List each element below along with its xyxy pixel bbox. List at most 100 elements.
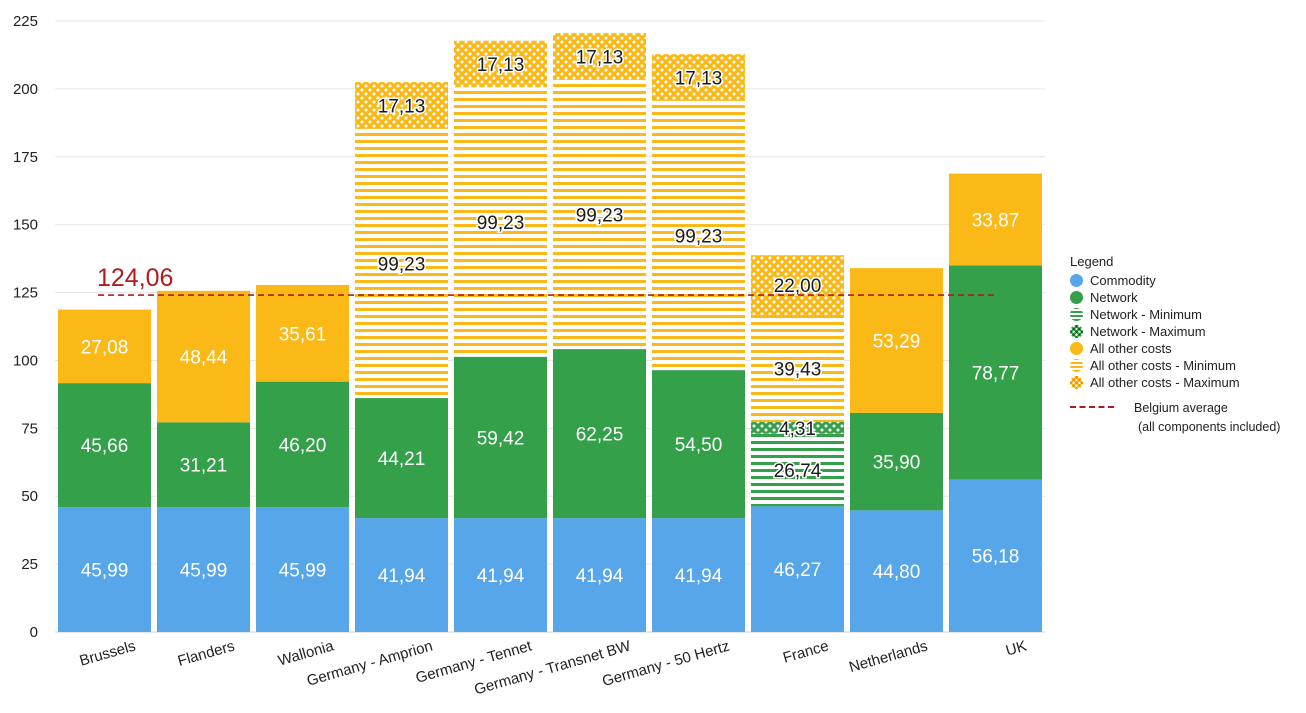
- legend-swatch-all-other-costs-maximum: [1070, 376, 1083, 389]
- data-label-wallonia-network: 46,20: [279, 435, 327, 456]
- data-label-uk-commodity: 56,18: [972, 547, 1020, 568]
- y-tick-label: 150: [13, 217, 38, 234]
- bar-segment-brussels-all-other-costs: [58, 309, 151, 384]
- y-tick-label: 75: [21, 420, 38, 437]
- x-tick-label-france: France: [781, 638, 831, 667]
- data-label-germany-transnet-bw-network: 62,25: [576, 425, 624, 446]
- bar-segment-france-network-minimum: [751, 433, 844, 507]
- bar-segment-brussels-commodity: [58, 507, 151, 632]
- y-tick-label: 100: [13, 352, 38, 369]
- data-label-netherlands-commodity: 44,80: [873, 562, 921, 583]
- bar-segment-uk-commodity: [949, 479, 1042, 632]
- bar-segment-wallonia-all-other-costs: [256, 284, 349, 382]
- x-tick-label-flanders: Flanders: [176, 638, 237, 670]
- bar-segment-netherlands-all-other-costs: [850, 268, 943, 413]
- data-label-brussels-commodity: 45,99: [81, 561, 129, 582]
- data-label-france-all-other-costs-minimum: 39,43: [774, 359, 822, 380]
- y-tick-label: 175: [13, 149, 38, 166]
- y-tick-label: 25: [21, 556, 38, 573]
- bar-segment-france-commodity: [751, 506, 844, 632]
- x-tick-label-uk: UK: [1004, 638, 1029, 660]
- x-tick-label-netherlands: Netherlands: [847, 638, 929, 677]
- bar-segment-netherlands-network: [850, 412, 943, 511]
- x-tick-label-wallonia: Wallonia: [276, 637, 336, 669]
- data-label-germany-50-hertz-network: 54,50: [675, 435, 723, 456]
- legend-label-network-maximum: Network - Maximum: [1090, 324, 1206, 339]
- bar-segment-germany-transnet-bw-commodity: [553, 518, 646, 632]
- bar-segment-wallonia-commodity: [256, 507, 349, 632]
- data-label-germany-transnet-bw-commodity: 41,94: [576, 566, 624, 587]
- belgium-average-label: 124,06: [97, 264, 173, 292]
- legend-item-network: Network: [1070, 289, 1302, 306]
- data-label-germany-50-hertz-all-other-costs-maximum: 17,13: [675, 68, 723, 89]
- legend-swatch-network-minimum: [1070, 308, 1083, 321]
- bar-segment-germany-transnet-bw-all-other-costs-minimum: [553, 79, 646, 350]
- bar-segment-germany-amprion-commodity: [355, 518, 448, 632]
- data-label-germany-tennet-commodity: 41,94: [477, 566, 525, 587]
- legend-swatch-network: [1070, 291, 1083, 304]
- data-label-uk-network: 78,77: [972, 363, 1020, 384]
- data-label-france-all-other-costs-maximum: 22,00: [774, 276, 822, 297]
- data-label-germany-amprion-all-other-costs-maximum: 17,13: [378, 96, 426, 117]
- y-axis-ticks: 0 25 50 75 100 125 150 175 200 225: [13, 13, 38, 641]
- data-label-germany-tennet-all-other-costs-minimum: 99,23: [477, 213, 525, 234]
- bar-segment-brussels-network: [58, 383, 151, 508]
- legend-title: Legend: [1070, 254, 1114, 269]
- legend-swatch-all-other-costs: [1070, 342, 1083, 355]
- bar-segment-germany-tennet-commodity: [454, 518, 547, 632]
- legend-item-network-maximum: Network - Maximum: [1070, 323, 1302, 340]
- bar-segment-france-all-other-costs-maximum: [751, 255, 844, 315]
- legend-reference-label-line1: Belgium average: [1134, 401, 1228, 415]
- y-tick-label: 225: [13, 13, 38, 30]
- y-tick-label: 200: [13, 81, 38, 98]
- legend-item-all-other-costs: All other costs: [1070, 340, 1302, 357]
- data-label-germany-tennet-network: 59,42: [477, 428, 525, 449]
- legend-reference-swatch: [1070, 406, 1114, 408]
- data-label-wallonia-all-other-costs: 35,61: [279, 324, 327, 345]
- y-tick-label: 0: [30, 624, 38, 641]
- data-label-germany-amprion-network: 44,21: [378, 449, 426, 470]
- bar-segment-germany-50-hertz-network: [652, 370, 745, 519]
- x-tick-label-brussels: Brussels: [78, 638, 138, 670]
- bar-segment-germany-transnet-bw-all-other-costs-maximum: [553, 33, 646, 80]
- data-label-germany-50-hertz-commodity: 41,94: [675, 566, 723, 587]
- data-labels: 45,99 45,66 27,08 45,99 31,21 48,44 45,99 46,20…: [81, 46, 1020, 587]
- bar-segment-france-network-maximum: [751, 422, 844, 434]
- data-label-germany-50-hertz-all-other-costs-minimum: 99,23: [675, 226, 723, 247]
- data-label-flanders-all-other-costs: 48,44: [180, 348, 228, 369]
- legend-label-network-minimum: Network - Minimum: [1090, 307, 1202, 322]
- legend-label-all-other-costs-maximum: All other costs - Maximum: [1090, 375, 1240, 390]
- bar-segment-germany-50-hertz-commodity: [652, 518, 745, 632]
- data-label-brussels-network: 45,66: [81, 436, 129, 457]
- data-label-france-commodity: 46,27: [774, 560, 822, 581]
- legend-label-commodity: Commodity: [1090, 273, 1156, 288]
- bar-segment-germany-amprion-all-other-costs-maximum: [355, 82, 448, 129]
- data-label-germany-amprion-all-other-costs-minimum: 99,23: [378, 254, 426, 275]
- legend-swatch-all-other-costs-minimum: [1070, 359, 1083, 372]
- legend-reference-label-line2: (all components included): [1138, 420, 1281, 434]
- bar-segment-germany-50-hertz-all-other-costs-maximum: [652, 54, 745, 101]
- data-label-germany-tennet-all-other-costs-maximum: 17,13: [477, 55, 525, 76]
- bar-segment-uk-network: [949, 265, 1042, 480]
- y-tick-label: 50: [21, 488, 38, 505]
- bar-segment-germany-transnet-bw-network: [553, 349, 646, 519]
- bar-segment-germany-tennet-all-other-costs-minimum: [454, 87, 547, 357]
- legend-swatch-network-maximum: [1070, 325, 1083, 338]
- bar-segment-uk-all-other-costs: [949, 173, 1042, 266]
- legend-item-network-minimum: Network - Minimum: [1070, 306, 1302, 323]
- data-label-uk-all-other-costs: 33,87: [972, 211, 1020, 232]
- bar-segment-flanders-all-other-costs: [157, 290, 250, 423]
- bar-segment-france-all-other-costs-minimum: [751, 314, 844, 423]
- legend-item-all-other-costs-minimum: All other costs - Minimum: [1070, 357, 1302, 374]
- data-label-flanders-commodity: 45,99: [180, 561, 228, 582]
- bar-segment-wallonia-network: [256, 381, 349, 508]
- data-label-flanders-network: 31,21: [180, 456, 228, 477]
- legend-items: Commodity Network Network - Minimum Network…: [1070, 272, 1302, 391]
- bar-segment-germany-tennet-network: [454, 356, 547, 519]
- data-label-germany-transnet-bw-all-other-costs-maximum: 17,13: [576, 47, 624, 68]
- reference-line-group: 124,06: [97, 264, 996, 296]
- legend-item-all-other-costs-maximum: All other costs - Maximum: [1070, 374, 1302, 391]
- data-label-germany-amprion-commodity: 41,94: [378, 566, 426, 587]
- legend-label-all-other-costs-minimum: All other costs - Minimum: [1090, 358, 1236, 373]
